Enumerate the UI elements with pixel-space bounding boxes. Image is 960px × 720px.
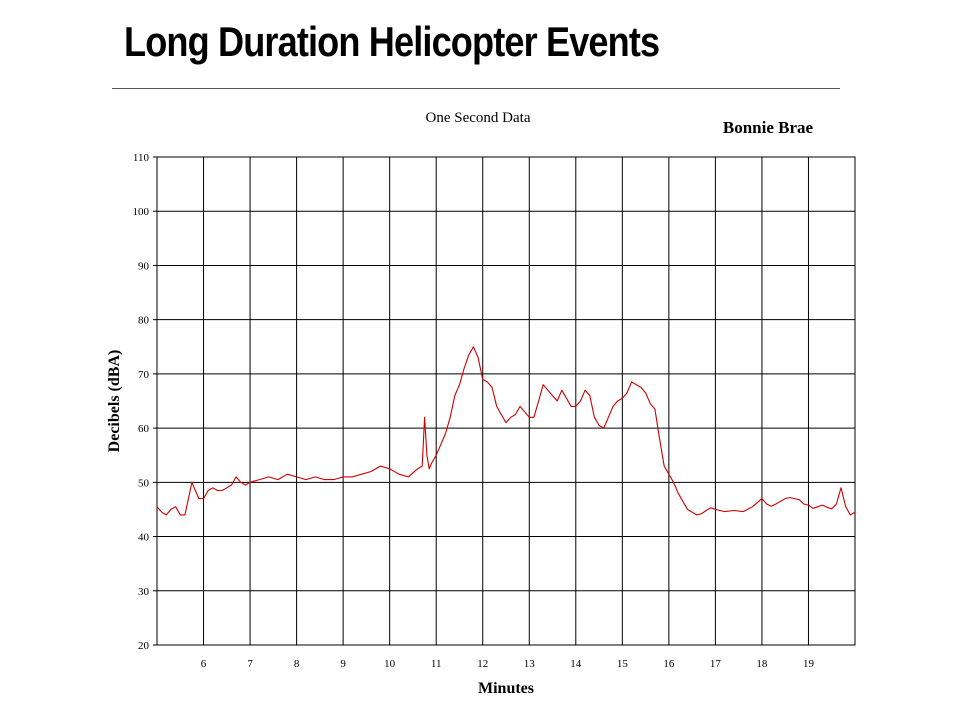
x-tick-label: 10 bbox=[384, 658, 396, 670]
x-tick-label: 7 bbox=[247, 658, 253, 670]
y-tick-label: 30 bbox=[138, 586, 150, 598]
x-tick-label: 17 bbox=[710, 658, 722, 670]
y-tick-label: 70 bbox=[138, 369, 150, 381]
y-tick-label: 110 bbox=[133, 152, 150, 164]
slide-title: Long Duration Helicopter Events bbox=[124, 18, 660, 65]
plot-area bbox=[156, 156, 856, 646]
x-tick-label: 19 bbox=[803, 658, 815, 670]
y-tick-label: 40 bbox=[138, 532, 150, 544]
grid-lines bbox=[153, 156, 855, 646]
series-line-1 bbox=[156, 346, 856, 516]
x-tick-label: 9 bbox=[340, 658, 346, 670]
y-tick-labels: 20 30 40 50 60 70 80 90 100 110 bbox=[133, 152, 150, 652]
x-tick-label: 18 bbox=[756, 658, 768, 670]
chart-title: One Second Data bbox=[426, 110, 531, 126]
y-tick-label: 20 bbox=[138, 640, 150, 652]
x-tick-label: 14 bbox=[570, 658, 582, 670]
x-tick-label: 12 bbox=[477, 658, 488, 670]
x-tick-label: 16 bbox=[663, 658, 675, 670]
y-axis-label: Decibels (dBA) bbox=[106, 350, 123, 453]
x-tick-label: 13 bbox=[524, 658, 536, 670]
x-tick-label: 11 bbox=[431, 658, 442, 670]
y-tick-label: 60 bbox=[138, 423, 150, 435]
series-group bbox=[156, 346, 856, 516]
y-tick-label: 50 bbox=[138, 477, 150, 489]
y-tick-label: 100 bbox=[133, 206, 150, 218]
y-tick-label: 80 bbox=[138, 315, 150, 327]
location-label: Bonnie Brae bbox=[723, 118, 814, 137]
x-tick-label: 8 bbox=[294, 658, 300, 670]
y-tick-label: 90 bbox=[138, 260, 150, 272]
x-tick-labels: 6 7 8 9 10 11 12 13 14 15 16 17 18 19 bbox=[201, 658, 815, 670]
x-tick-label: 15 bbox=[617, 658, 629, 670]
title-divider bbox=[112, 88, 840, 89]
x-axis-label: Minutes bbox=[478, 680, 534, 697]
x-tick-label: 6 bbox=[201, 658, 207, 670]
